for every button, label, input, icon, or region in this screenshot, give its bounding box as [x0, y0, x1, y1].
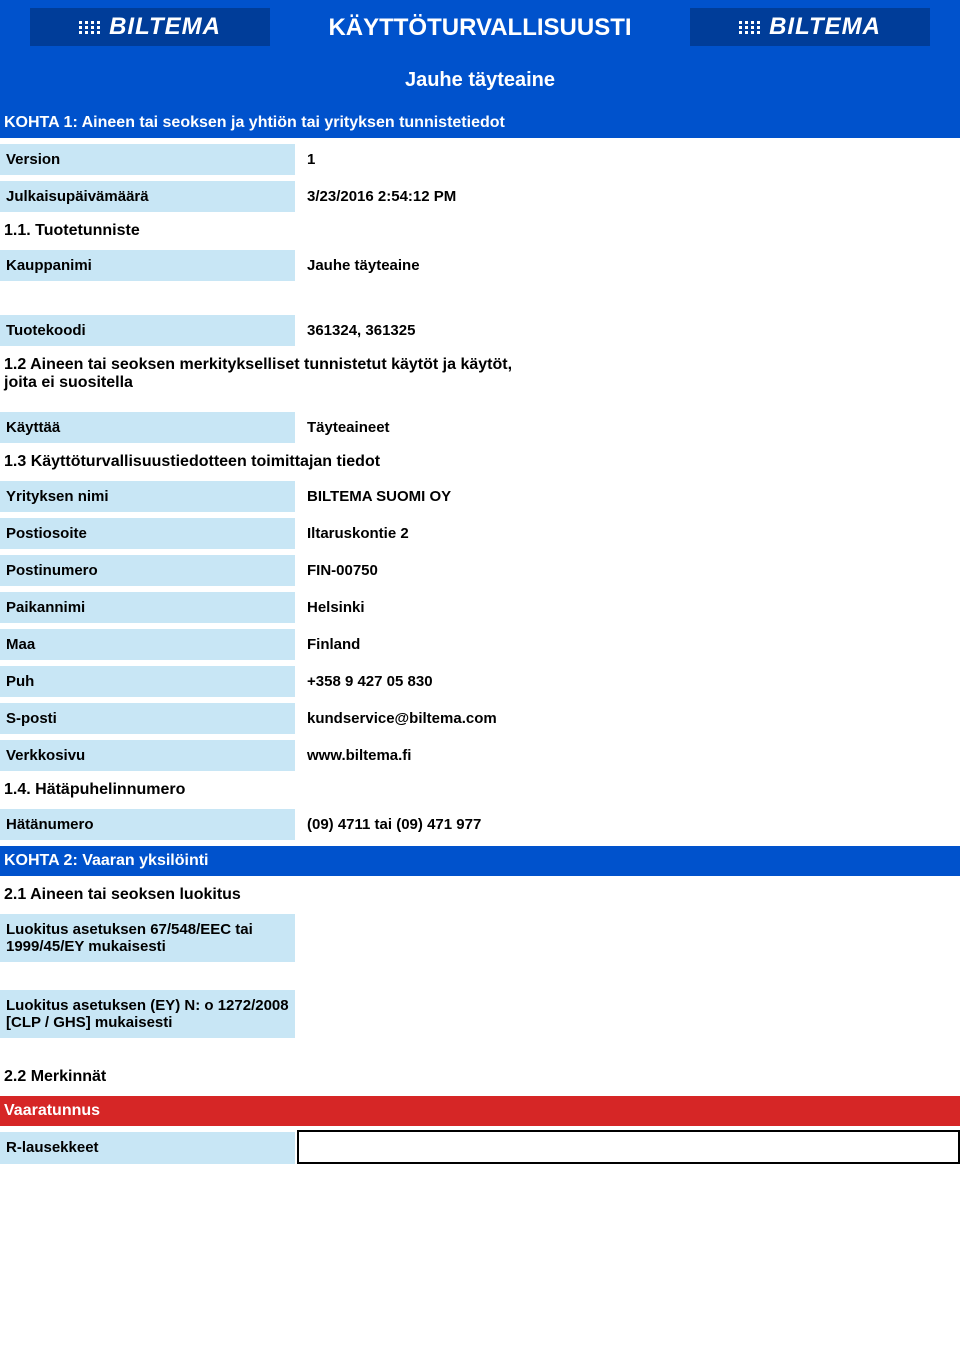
- row-website: Verkkosivu www.biltema.fi: [0, 734, 960, 771]
- label-city: Paikannimi: [0, 586, 295, 623]
- row-publish-date: Julkaisupäivämäärä 3/23/2016 2:54:12 PM: [0, 175, 960, 212]
- heading-2-2: 2.2 Merkinnät: [0, 1058, 960, 1090]
- classification-block-b: Luokitus asetuksen (EY) N: o 1272/2008 […: [0, 984, 295, 1038]
- logo-stripes-icon: [739, 21, 763, 34]
- section-2-header: KOHTA 2: Vaaran yksilöinti: [0, 846, 960, 876]
- label-postcode: Postinumero: [0, 549, 295, 586]
- banner-title: KÄYTTÖTURVALLISUUSTI: [328, 14, 631, 42]
- label-r-phrases: R-lausekkeet: [0, 1126, 295, 1164]
- row-postcode: Postinumero FIN-00750: [0, 549, 960, 586]
- row-product-code: Tuotekoodi 361324, 361325: [0, 309, 960, 346]
- r-phrases-empty-box: [297, 1130, 960, 1164]
- hazard-symbol-bar: Vaaratunnus: [0, 1096, 960, 1126]
- value-postcode: FIN-00750: [295, 549, 960, 586]
- logo-right: BILTEMA: [690, 8, 930, 46]
- label-postal-address: Postiosoite: [0, 512, 295, 549]
- label-company: Yrityksen nimi: [0, 475, 295, 512]
- value-emergency: (09) 4711 tai (09) 471 977: [295, 803, 960, 840]
- label-product-code: Tuotekoodi: [0, 309, 295, 346]
- row-version: Version 1: [0, 138, 960, 175]
- label-version: Version: [0, 138, 295, 175]
- heading-2-1: 2.1 Aineen tai seoksen luokitus: [0, 876, 960, 908]
- value-phone: +358 9 427 05 830: [295, 660, 960, 697]
- label-publish-date: Julkaisupäivämäärä: [0, 175, 295, 212]
- label-emergency: Hätänumero: [0, 803, 295, 840]
- value-version: 1: [295, 138, 960, 175]
- row-email: S-posti kundservice@biltema.com: [0, 697, 960, 734]
- row-company: Yrityksen nimi BILTEMA SUOMI OY: [0, 475, 960, 512]
- section-1-header: KOHTA 1: Aineen tai seoksen ja yhtiön ta…: [0, 108, 960, 138]
- value-country: Finland: [295, 623, 960, 660]
- heading-1-3: 1.3 Käyttöturvallisuustiedotteen toimitt…: [0, 443, 960, 475]
- row-uses: Käyttää Täyteaineet: [0, 406, 960, 443]
- value-publish-date: 3/23/2016 2:54:12 PM: [295, 175, 960, 212]
- value-email: kundservice@biltema.com: [295, 697, 960, 734]
- heading-1-2: 1.2 Aineen tai seoksen merkitykselliset …: [0, 346, 540, 396]
- logo-text-left: BILTEMA: [109, 13, 221, 41]
- label-trade-name: Kauppanimi: [0, 244, 295, 281]
- row-trade-name: Kauppanimi Jauhe täyteaine: [0, 244, 960, 281]
- classification-block-a: Luokitus asetuksen 67/548/EEC tai 1999/4…: [0, 908, 295, 962]
- row-r-phrases: R-lausekkeet: [0, 1126, 960, 1164]
- heading-1-4: 1.4. Hätäpuhelinnumero: [0, 771, 960, 803]
- value-company: BILTEMA SUOMI OY: [295, 475, 960, 512]
- sds-page: BILTEMA KÄYTTÖTURVALLISUUSTI BILTEMA Jau…: [0, 0, 960, 1360]
- heading-1-1: 1.1. Tuotetunniste: [0, 212, 960, 244]
- label-website: Verkkosivu: [0, 734, 295, 771]
- top-banner: BILTEMA KÄYTTÖTURVALLISUUSTI BILTEMA: [0, 0, 960, 55]
- row-city: Paikannimi Helsinki: [0, 586, 960, 623]
- label-country: Maa: [0, 623, 295, 660]
- label-uses: Käyttää: [0, 406, 295, 443]
- value-product-code: 361324, 361325: [295, 309, 960, 346]
- row-phone: Puh +358 9 427 05 830: [0, 660, 960, 697]
- row-postal-address: Postiosoite Iltaruskontie 2: [0, 512, 960, 549]
- row-country: Maa Finland: [0, 623, 960, 660]
- logo-stripes-icon: [79, 21, 103, 34]
- row-emergency: Hätänumero (09) 4711 tai (09) 471 977: [0, 803, 960, 840]
- logo-left: BILTEMA: [30, 8, 270, 46]
- label-email: S-posti: [0, 697, 295, 734]
- logo-text-right: BILTEMA: [769, 13, 881, 41]
- value-trade-name: Jauhe täyteaine: [295, 244, 960, 281]
- label-phone: Puh: [0, 660, 295, 697]
- product-subtitle: Jauhe täyteaine: [0, 55, 960, 108]
- value-website: www.biltema.fi: [295, 734, 960, 771]
- value-postal-address: Iltaruskontie 2: [295, 512, 960, 549]
- value-uses: Täyteaineet: [295, 406, 960, 443]
- value-city: Helsinki: [295, 586, 960, 623]
